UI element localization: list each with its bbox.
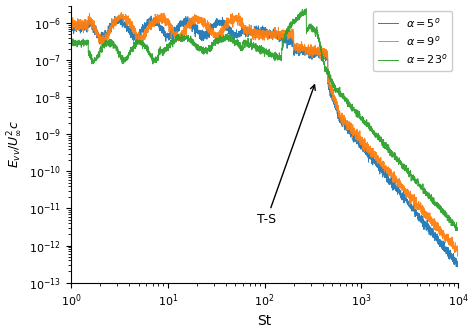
Text: T-S: T-S	[257, 85, 315, 226]
$\alpha = 23^o$	[320, 56, 326, 60]
$\alpha = 23^o$	[386, 148, 392, 152]
$\alpha = 5^o$	[455, 263, 461, 267]
$\alpha = 5^o$	[68, 37, 74, 41]
$\alpha = 5^o$	[386, 180, 392, 184]
$\alpha = 9^o$	[118, 11, 124, 15]
$\alpha = 5^o$	[216, 21, 222, 25]
Line: $\alpha = 23^o$: $\alpha = 23^o$	[71, 9, 458, 231]
$\alpha = 23^o$	[138, 43, 144, 47]
$\alpha = 23^o$	[455, 227, 461, 231]
Y-axis label: $E_{vv}/U_{\infty}^2 c$: $E_{vv}/U_{\infty}^2 c$	[6, 120, 24, 168]
$\alpha = 23^o$	[301, 13, 306, 17]
$\alpha = 5^o$	[301, 45, 306, 49]
$\alpha = 9^o$	[455, 250, 461, 254]
$\alpha = 5^o$	[138, 31, 144, 35]
$\alpha = 9^o$	[216, 37, 222, 41]
$\alpha = 5^o$	[357, 145, 363, 149]
$\alpha = 9^o$	[301, 46, 306, 50]
$\alpha = 9^o$	[455, 254, 461, 258]
$\alpha = 5^o$	[320, 53, 326, 57]
$\alpha = 23^o$	[303, 7, 309, 11]
$\alpha = 9^o$	[320, 53, 326, 57]
X-axis label: St: St	[257, 314, 272, 328]
$\alpha = 9^o$	[68, 33, 74, 37]
$\alpha = 9^o$	[357, 130, 363, 134]
$\alpha = 23^o$	[68, 47, 74, 51]
$\alpha = 23^o$	[357, 113, 363, 117]
$\alpha = 5^o$	[148, 14, 154, 18]
$\alpha = 9^o$	[386, 172, 392, 176]
$\alpha = 9^o$	[138, 32, 144, 36]
Legend: $\alpha = 5^o$, $\alpha = 9^o$, $\alpha = 23^o$: $\alpha = 5^o$, $\alpha = 9^o$, $\alpha …	[373, 11, 453, 71]
Line: $\alpha = 5^o$: $\alpha = 5^o$	[71, 16, 458, 267]
$\alpha = 23^o$	[453, 229, 459, 233]
Line: $\alpha = 9^o$: $\alpha = 9^o$	[71, 13, 458, 256]
$\alpha = 23^o$	[216, 37, 222, 41]
$\alpha = 5^o$	[455, 265, 460, 269]
